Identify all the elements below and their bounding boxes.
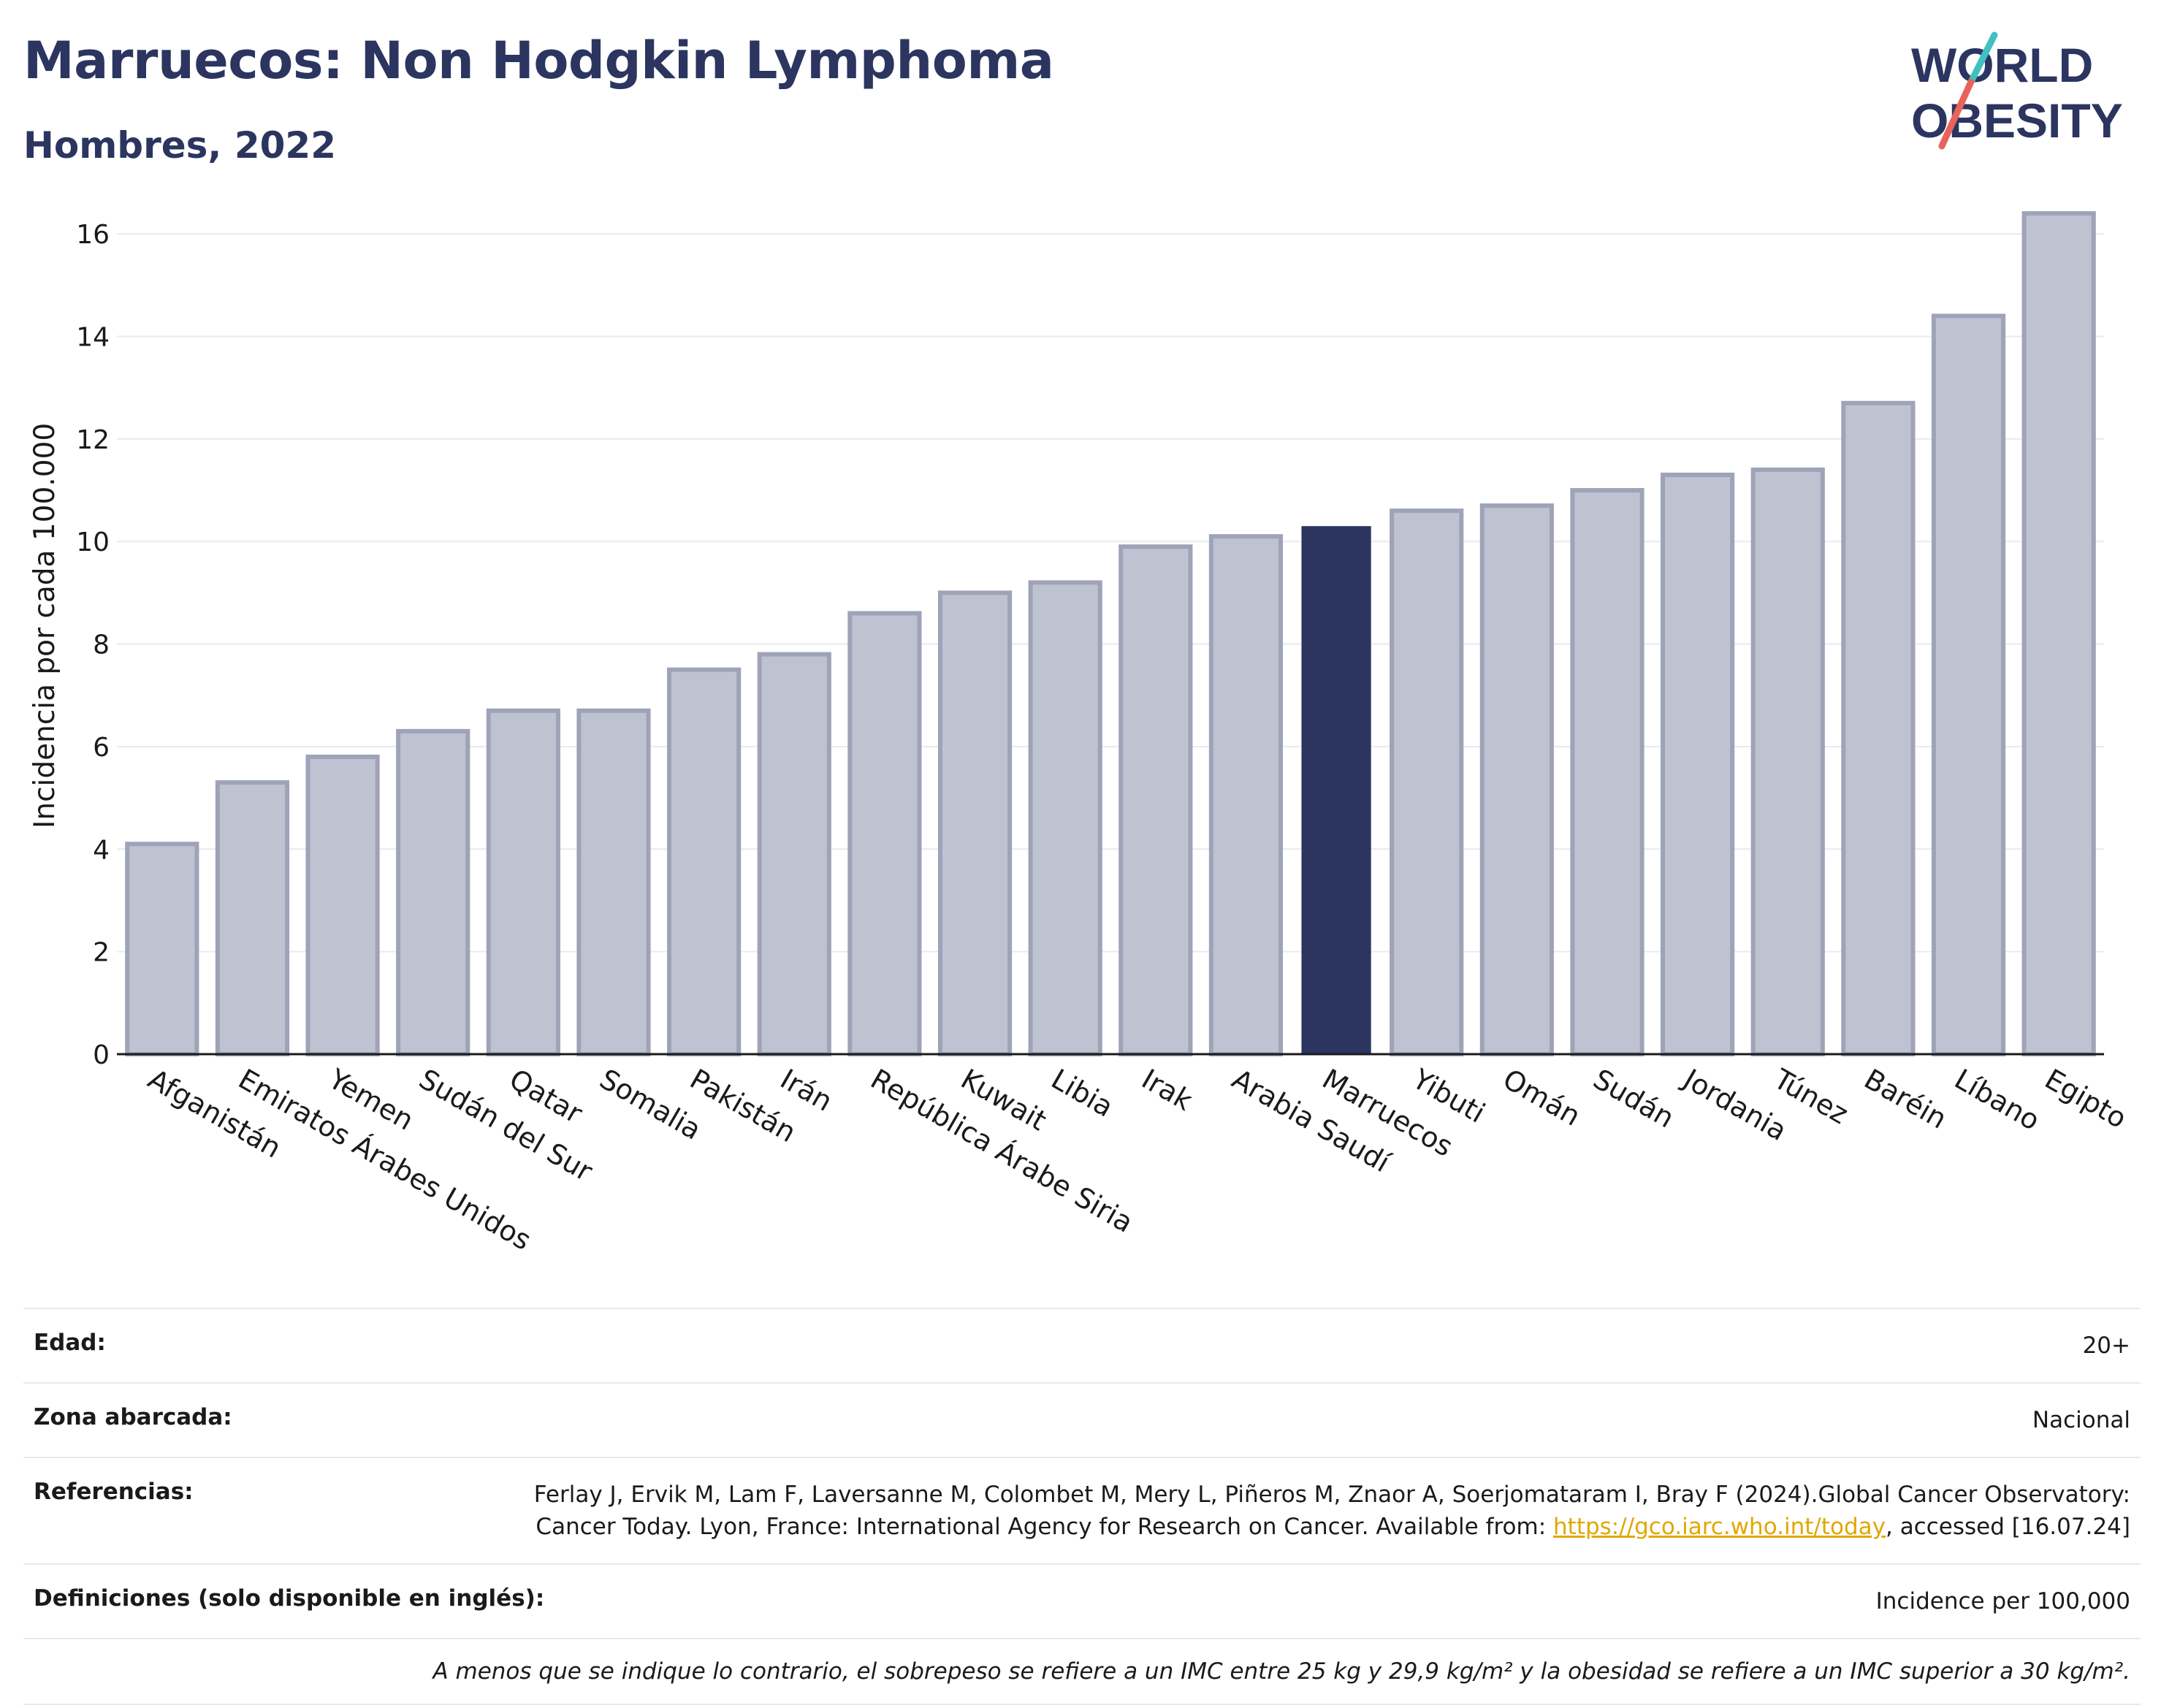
bar-irak bbox=[1118, 544, 1193, 1056]
y-tick-label: 6 bbox=[93, 733, 110, 763]
x-tick-label: Omán bbox=[1498, 1063, 1586, 1132]
bar-túnez bbox=[1750, 467, 1825, 1056]
bar-omán bbox=[1479, 503, 1554, 1056]
y-tick-label: 16 bbox=[76, 220, 110, 250]
x-tick-label: Irak bbox=[1136, 1063, 1197, 1117]
y-tick-label: 4 bbox=[93, 835, 110, 865]
bar-somalia bbox=[576, 708, 651, 1056]
y-tick-label: 8 bbox=[93, 630, 110, 660]
references-label: Referencias: bbox=[34, 1479, 194, 1506]
y-tick-label: 2 bbox=[93, 938, 110, 968]
logo-word-world: WORLD bbox=[1911, 38, 2093, 92]
bar-yibuti bbox=[1390, 508, 1464, 1056]
bar-qatar bbox=[486, 708, 560, 1056]
bar-sudán bbox=[1570, 488, 1644, 1056]
bars bbox=[125, 211, 2096, 1057]
bar-marruecos bbox=[1301, 526, 1371, 1054]
x-tick-label: Somalia bbox=[595, 1063, 707, 1146]
bar-jordania bbox=[1661, 473, 1735, 1056]
chart-subtitle: Hombres, 2022 bbox=[23, 124, 336, 167]
bar-kuwait bbox=[937, 590, 1013, 1056]
y-tick-label: 14 bbox=[76, 323, 110, 353]
logo-slash-bottom bbox=[1938, 78, 1975, 150]
y-tick-label: 0 bbox=[93, 1040, 110, 1070]
bar-baréin bbox=[1841, 400, 1916, 1056]
info-row-definitions: Definiciones (solo disponible en inglés)… bbox=[23, 1563, 2141, 1638]
bar-emiratos-árabes-unidos bbox=[215, 780, 290, 1056]
bar-arabia-saudí bbox=[1208, 534, 1284, 1056]
bar-libia bbox=[1028, 580, 1102, 1056]
y-axis-label: Incidencia por cada 100.000 bbox=[28, 423, 61, 828]
x-tick-label: Jordania bbox=[1677, 1062, 1792, 1147]
x-tick-label: Irán bbox=[775, 1063, 838, 1118]
age-value: 20+ bbox=[2082, 1333, 2130, 1359]
bar-pakistán bbox=[667, 667, 742, 1056]
age-label: Edad: bbox=[34, 1330, 106, 1356]
references-text-end: , accessed [16.07.24] bbox=[1885, 1514, 2130, 1541]
bar-república-árabe-siria bbox=[847, 611, 922, 1056]
definitions-label: Definiciones (solo disponible en inglés)… bbox=[34, 1585, 545, 1612]
x-tick-label: Libia bbox=[1046, 1063, 1119, 1124]
area-label: Zona abarcada: bbox=[34, 1404, 232, 1431]
logo-slash-top bbox=[1967, 31, 1998, 85]
references-link[interactable]: https://gco.iarc.who.int/today bbox=[1553, 1514, 1886, 1541]
bar-sudán-del-sur bbox=[396, 728, 470, 1056]
x-tick-label: Baréin bbox=[1859, 1063, 1952, 1135]
bar-yemen bbox=[305, 754, 380, 1056]
references-value: Ferlay J, Ervik M, Lam F, Laversanne M, … bbox=[487, 1479, 2130, 1543]
bar-afganistán bbox=[125, 842, 199, 1057]
y-tick-label: 10 bbox=[76, 527, 110, 557]
y-tick-label: 12 bbox=[76, 425, 110, 455]
bar-líbano bbox=[1931, 313, 2006, 1057]
world-obesity-logo: WORLD OBESITY bbox=[1911, 31, 2123, 150]
area-value: Nacional bbox=[2032, 1407, 2130, 1434]
info-row-references: Referencias: Ferlay J, Ervik M, Lam F, L… bbox=[23, 1457, 2141, 1563]
x-tick-label: Líbano bbox=[1949, 1063, 2046, 1137]
x-tick-label: Sudán bbox=[1588, 1063, 1680, 1135]
info-row-area: Zona abarcada: Nacional bbox=[23, 1382, 2141, 1457]
info-table: Edad: 20+ Zona abarcada: Nacional Refere… bbox=[23, 1308, 2141, 1706]
chart-title: Marruecos: Non Hodgkin Lymphoma bbox=[23, 31, 1054, 91]
info-row-age: Edad: 20+ bbox=[23, 1308, 2141, 1382]
bar-egipto bbox=[2021, 211, 2096, 1057]
x-tick-label: Egipto bbox=[2040, 1063, 2133, 1135]
footnote: A menos que se indique lo contrario, el … bbox=[23, 1638, 2141, 1706]
definitions-value: Incidence per 100,000 bbox=[1875, 1588, 2130, 1615]
y-tick-labels: 0 2 4 6 8 10 12 14 16 bbox=[76, 220, 110, 1070]
bar-irán bbox=[757, 652, 831, 1056]
references-text-start: Ferlay J, Ervik M, Lam F, Laversanne M, … bbox=[533, 1482, 2130, 1541]
